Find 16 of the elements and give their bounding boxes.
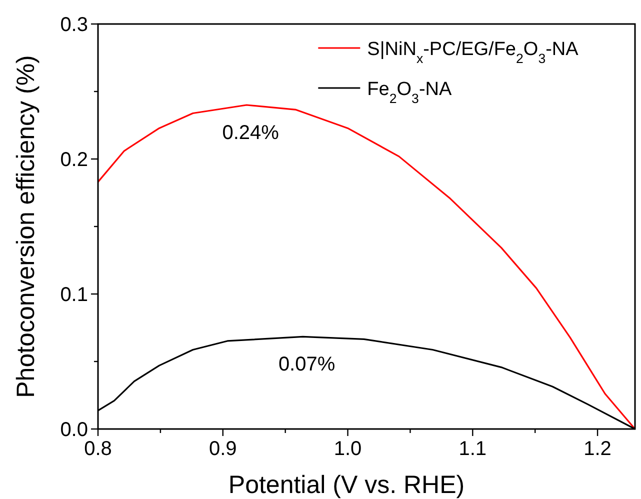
x-tick-label: 1.1 xyxy=(458,438,487,460)
y-tick-label: 0.3 xyxy=(60,14,88,36)
x-tick-label: 0.9 xyxy=(208,438,237,460)
y-tick-label: 0.2 xyxy=(60,149,88,171)
x-tick-label: 1.2 xyxy=(584,438,612,460)
legend-label: Fe$_{2}$O$_{3}$-NA xyxy=(367,79,452,106)
x-tick-label: 1.0 xyxy=(334,438,362,460)
y-tick-label: 0.1 xyxy=(60,284,88,306)
x-axis-title: Potential (V vs. RHE) xyxy=(228,471,465,499)
annotation: 0.24% xyxy=(222,122,280,144)
x-tick-label: 0.8 xyxy=(84,438,112,460)
y-axis-title: Photoconversion efficiency (%) xyxy=(12,55,40,398)
legend-label: S|NiN$_{x}$-PC/EG/Fe$_{2}$O$_{3}$-NA xyxy=(367,39,579,66)
line-series xyxy=(97,104,636,430)
y-tick-label: 0.0 xyxy=(60,419,88,441)
annotation: 0.07% xyxy=(278,354,336,376)
